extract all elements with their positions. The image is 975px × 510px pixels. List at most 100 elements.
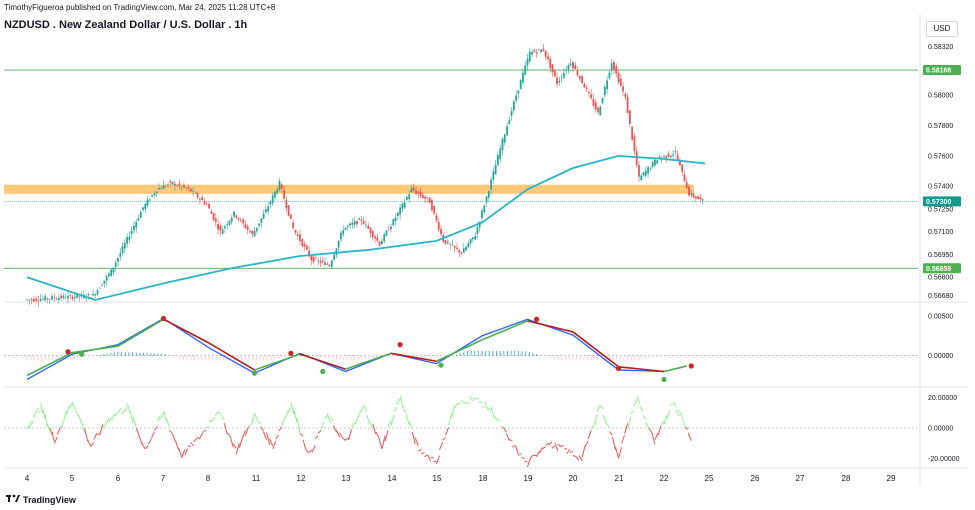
time-axis-tick: 4 (25, 474, 30, 483)
candle-body (171, 181, 174, 185)
osc-segment (317, 429, 322, 434)
osc-segment (150, 431, 155, 439)
candle-body (199, 198, 201, 200)
osc-segment (138, 435, 143, 446)
candle-body (694, 196, 697, 199)
osc-segment (521, 456, 525, 460)
osc-segment (596, 404, 601, 412)
osc-segment (263, 431, 268, 440)
osc-segment (539, 447, 544, 454)
candle-body (458, 249, 461, 253)
price-axis-tick: 0.58320 (928, 44, 953, 51)
candle-body (558, 80, 561, 83)
candle-body (485, 196, 488, 203)
osc-segment (117, 408, 122, 413)
osc-segment (244, 426, 249, 436)
osc-segment (678, 410, 683, 418)
macd-cross-dot (397, 342, 403, 348)
candle-body (262, 213, 265, 219)
osc-segment (421, 452, 425, 455)
candle-body (483, 205, 486, 213)
candle-body (615, 65, 618, 74)
candle-body (78, 296, 81, 297)
signal-segment (208, 342, 255, 371)
candle-body (522, 72, 524, 83)
tradingview-logo-text: TradingView (23, 494, 76, 505)
osc-segment (332, 425, 337, 433)
osc-segment (144, 445, 149, 450)
candle-body (456, 247, 458, 249)
osc-segment (287, 407, 292, 414)
osc-segment (536, 450, 541, 458)
candle-body (333, 254, 336, 260)
currency-button[interactable]: USD (926, 21, 958, 37)
macd-line (26, 317, 687, 381)
candle-body (497, 154, 499, 166)
osc-segment (229, 436, 234, 448)
tradingview-logo-icon (6, 494, 20, 505)
osc-segment (357, 410, 362, 419)
candle-body (392, 219, 395, 226)
candle-body (624, 94, 627, 97)
candle-body (581, 75, 583, 84)
osc-segment (84, 428, 89, 442)
osc-segment (132, 417, 137, 428)
price-label-text: 0.58166 (926, 68, 951, 75)
osc-segment (411, 432, 416, 444)
candle-body (647, 167, 649, 174)
candle-body (362, 221, 365, 224)
candle-body (299, 234, 301, 241)
time-axis-tick: 12 (297, 474, 306, 483)
osc-segment (433, 460, 437, 463)
osc-segment (28, 421, 33, 428)
candle-body (642, 172, 645, 176)
osc-segment (181, 449, 186, 459)
candle-body (73, 297, 76, 299)
candle-body (260, 218, 263, 223)
osc-segment (323, 415, 328, 420)
osc-segment (90, 442, 95, 447)
candle-body (42, 298, 44, 300)
candle-body (663, 155, 665, 157)
osc-segment (587, 429, 592, 440)
osc-axis-tick: 20.00000 (928, 395, 957, 402)
candle-body (158, 188, 160, 190)
candle-body (167, 184, 169, 185)
osc-segment (442, 437, 446, 441)
osc-segment (275, 434, 280, 440)
candle-body (278, 181, 281, 191)
osc-segment (190, 442, 195, 447)
candle-body (419, 191, 422, 196)
osc-segment (187, 445, 191, 448)
candle-body (437, 222, 440, 230)
osc-segment (102, 423, 107, 429)
candle-body (428, 197, 431, 203)
price-label-box (923, 263, 961, 274)
candle-body (394, 217, 397, 222)
candle-body (53, 297, 56, 299)
osc-segment (463, 401, 468, 405)
osc-segment (335, 429, 340, 438)
candle-body (403, 202, 406, 208)
candle-body (383, 234, 386, 242)
candle-body (296, 234, 299, 237)
candle-body (644, 170, 647, 176)
osc-segment (493, 416, 498, 421)
osc-segment (348, 429, 353, 441)
candle-body (187, 187, 190, 189)
osc-segment (202, 429, 207, 433)
time-axis-tick: 25 (705, 474, 714, 483)
candle-body (32, 298, 35, 302)
candle-body (588, 92, 590, 94)
candle-body (583, 83, 586, 88)
candle-body (476, 227, 479, 234)
candle-body (224, 226, 226, 229)
candle-body (547, 56, 549, 60)
macd-cross-dot (288, 350, 294, 356)
candle-body (219, 225, 222, 231)
candle-body (446, 241, 449, 244)
candle-body (556, 77, 558, 85)
osc-segment (390, 415, 395, 426)
candle-body (472, 237, 474, 240)
